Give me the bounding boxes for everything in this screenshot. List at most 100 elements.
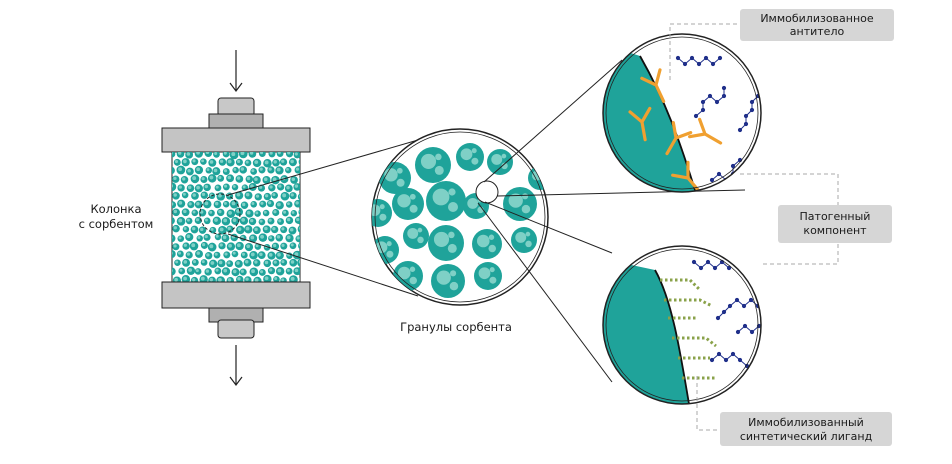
bead-highlight (290, 159, 294, 164)
bead-highlight (245, 192, 250, 197)
bead-highlight (204, 201, 209, 206)
granule-pore (447, 243, 457, 253)
bead-highlight (178, 236, 182, 240)
bead-highlight (192, 260, 197, 264)
granule-pore (386, 250, 394, 258)
bead-highlight (236, 192, 241, 197)
bead-highlight (245, 277, 249, 281)
bead-highlight (186, 252, 191, 256)
sorbent-column (161, 97, 311, 339)
bead-highlight (276, 167, 281, 172)
granule-pore (501, 153, 507, 159)
granule-pore (471, 157, 479, 165)
bead-highlight (223, 169, 228, 173)
bead-highlight (196, 152, 200, 155)
bead-highlight (228, 243, 232, 248)
bead (172, 166, 175, 175)
bead-highlight (246, 210, 251, 215)
bead-highlight (219, 243, 223, 247)
bead-highlight (260, 152, 264, 155)
bead-highlight (196, 201, 200, 206)
granule-pore (409, 276, 417, 285)
granule-pore (397, 194, 411, 208)
bead-highlight (278, 219, 282, 223)
bead-highlight (251, 201, 255, 205)
bead-highlight (205, 152, 210, 155)
granule-pore (409, 266, 416, 272)
bead-highlight (222, 235, 227, 240)
bead-highlight (299, 226, 300, 230)
granule-pore (525, 231, 531, 237)
bead-highlight (299, 210, 300, 213)
granule-pore (525, 240, 532, 248)
bead-highlight (196, 167, 201, 172)
bead (172, 182, 177, 192)
bead-highlight (219, 227, 224, 232)
bead-highlight (201, 260, 205, 264)
bead-highlight (237, 159, 241, 164)
bead-highlight (217, 277, 222, 282)
bead-highlight (268, 201, 272, 205)
bead-highlight (240, 167, 245, 171)
bead-highlight (201, 177, 205, 181)
bead-highlight (206, 253, 210, 257)
bead-highlight (215, 268, 219, 272)
granule-pore (379, 204, 385, 210)
bead-highlight (178, 185, 182, 189)
bead-highlight (286, 235, 291, 240)
bead-highlight (215, 185, 219, 189)
label-pathogen: Патогенный компонент (778, 205, 892, 243)
bead-highlight (260, 201, 264, 205)
bead (172, 152, 176, 158)
bead-highlight (272, 243, 277, 248)
granules-label: Гранулы сорбента (400, 320, 512, 334)
bead-highlight (186, 218, 190, 222)
antibody-detail (602, 33, 762, 193)
bead-highlight (301, 277, 304, 280)
bead-highlight (281, 260, 285, 264)
bead-highlight (197, 236, 201, 239)
bead-highlight (214, 152, 218, 156)
bead (298, 158, 300, 166)
bead-highlight (173, 209, 178, 214)
bead-highlight (232, 269, 237, 274)
ligand-dotted-icon (672, 336, 717, 348)
bead-highlight (277, 202, 281, 207)
bead-highlight (273, 160, 277, 164)
bead (172, 217, 175, 225)
bead-highlight (237, 277, 241, 281)
bead-highlight (255, 211, 259, 215)
bead-highlight (244, 260, 249, 264)
label-ligand: Иммобилизованный синтетический лиганд (720, 412, 892, 446)
bead-highlight (192, 193, 196, 197)
bead-highlight (259, 252, 263, 257)
bead-highlight (289, 227, 294, 232)
ligand-dotted-icon (664, 298, 713, 308)
granule-pore (361, 189, 367, 195)
bead-highlight (196, 185, 200, 190)
bead-highlight (172, 236, 173, 239)
bead-highlight (191, 226, 196, 231)
bead-highlight (223, 201, 227, 205)
pathogen-chain-icon (691, 259, 732, 271)
bead-highlight (179, 268, 183, 272)
bead-highlight (183, 226, 187, 230)
antibody-y-icon (640, 68, 666, 103)
granule-pore (488, 234, 495, 240)
bead-highlight (172, 152, 173, 155)
bead-highlight (196, 251, 200, 255)
bead-highlight (175, 260, 179, 264)
bead-highlight (249, 152, 254, 155)
bead-highlight (178, 251, 182, 255)
arrow-down-icon (229, 50, 243, 92)
bead-highlight (204, 234, 208, 239)
bead-highlight (298, 260, 300, 264)
bead-highlight (223, 218, 228, 223)
bead-highlight (173, 226, 177, 230)
granule-pore (521, 204, 531, 214)
bead-highlight (282, 193, 287, 198)
granule-pore (448, 188, 456, 196)
granule-pore (420, 153, 437, 169)
bead-highlight (172, 269, 173, 273)
bead-highlight (246, 176, 251, 181)
